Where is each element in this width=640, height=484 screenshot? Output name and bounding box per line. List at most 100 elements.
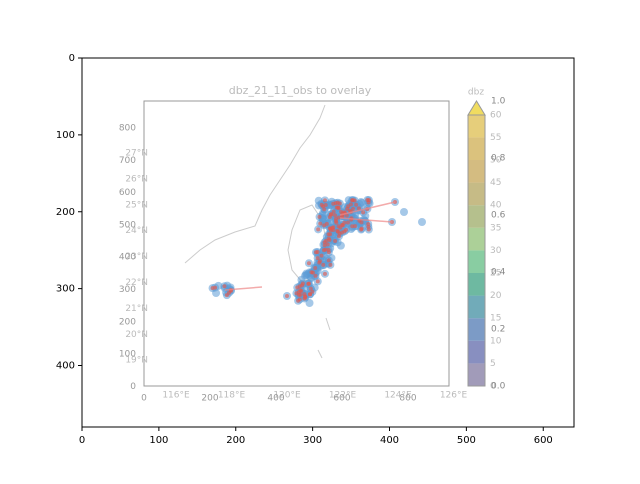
colorbar-tick-label: 20 xyxy=(490,291,502,301)
echo-core xyxy=(298,288,303,293)
longitude-label: 118°E xyxy=(218,391,246,401)
colorbar-segment xyxy=(468,227,485,251)
echo-core xyxy=(344,213,349,218)
echo-cell xyxy=(310,283,319,292)
echo-core xyxy=(321,262,326,267)
echo-core xyxy=(321,248,326,253)
colorbar-segment xyxy=(468,137,485,160)
echo-core xyxy=(315,279,320,284)
echo-core xyxy=(345,220,350,225)
inner-y-tick-label: 700 xyxy=(119,156,136,166)
echo-core xyxy=(285,294,289,298)
echo-core xyxy=(308,292,313,297)
echo-core xyxy=(308,286,313,291)
y-tick-label: 400 xyxy=(56,361,75,372)
echo-core xyxy=(322,240,327,245)
echo-core xyxy=(331,201,336,206)
echo-core xyxy=(315,256,320,261)
inner-x-tick-label: 0 xyxy=(141,394,147,404)
echo-core xyxy=(315,250,320,255)
echo-core xyxy=(366,221,371,226)
echo-core xyxy=(319,253,324,258)
colorbar-tick-label: 10 xyxy=(490,336,502,346)
radar-echo xyxy=(208,196,426,308)
echo-core xyxy=(309,270,314,275)
echo-core xyxy=(326,232,331,237)
colorbar-segment xyxy=(468,273,485,296)
echo-core xyxy=(333,238,338,243)
colorbar-label: dbz xyxy=(468,88,484,98)
echo-core xyxy=(336,206,341,211)
inner-x-tick-label: 600 xyxy=(333,394,350,404)
echo-core xyxy=(327,238,332,243)
x-tick-label: 600 xyxy=(534,435,553,446)
inner-y-tick-label: 800 xyxy=(119,124,136,134)
echo-track xyxy=(224,201,396,291)
echo-core xyxy=(222,284,227,289)
latitude-label: 25°N xyxy=(125,200,148,210)
echo-core xyxy=(322,223,327,228)
x-tick-label: 0 xyxy=(79,435,85,446)
colorbar-segment xyxy=(468,295,485,319)
inner-y-tick-label: 300 xyxy=(119,285,136,295)
colorbar-fraction-label: 0.2 xyxy=(491,325,505,335)
echo-core xyxy=(330,225,335,230)
x-tick-label: 100 xyxy=(149,435,168,446)
inner-x-tick-label: 800 xyxy=(399,394,416,404)
echo-core xyxy=(322,243,327,248)
echo-core xyxy=(213,285,218,290)
inner-y-tick-label: 600 xyxy=(119,188,136,198)
axes-frame xyxy=(81,57,575,428)
latitude-label: 20°N xyxy=(125,330,148,340)
colorbar-fraction-label: 0.4 xyxy=(491,268,506,278)
latitude-label: 27°N xyxy=(125,149,148,159)
inner-y-tick-label: 500 xyxy=(119,220,136,230)
inner-x-tick-label: 400 xyxy=(267,394,284,404)
echo-core xyxy=(297,297,302,302)
echo-core xyxy=(353,224,358,229)
colorbar-segment xyxy=(468,340,485,364)
y-tick-label: 100 xyxy=(56,130,75,141)
inner-y-tick-label: 0 xyxy=(130,382,136,392)
colorbar-segment xyxy=(468,363,485,386)
latitude-label: 19°N xyxy=(125,356,148,366)
colorbar-fraction-label: 0.0 xyxy=(491,382,506,392)
longitude-label: 116°E xyxy=(162,391,190,401)
x-tick-label: 400 xyxy=(380,435,399,446)
echo-core xyxy=(303,295,308,300)
colorbar-tick-label: 40 xyxy=(490,201,502,211)
colorbar-tick-label: 35 xyxy=(490,223,501,233)
x-tick-label: 500 xyxy=(457,435,476,446)
echo-core xyxy=(356,206,361,211)
echo-core xyxy=(331,209,336,214)
y-tick-label: 200 xyxy=(56,207,75,218)
latitude-label: 23°N xyxy=(125,252,148,262)
colorbar-tick-label: 5 xyxy=(490,359,496,369)
latitude-label: 26°N xyxy=(125,174,148,184)
echo-core xyxy=(335,228,340,233)
echo-core xyxy=(333,213,338,218)
echo-core xyxy=(328,212,333,217)
longitude-label: 124°E xyxy=(384,391,412,401)
echo-cell xyxy=(418,218,426,226)
colorbar-segment xyxy=(468,160,485,183)
colorbar-segment xyxy=(468,182,485,206)
echo-cell xyxy=(344,196,353,205)
echo-core xyxy=(306,261,311,266)
colorbar-segment xyxy=(468,114,485,138)
echo-core xyxy=(336,234,341,239)
colorbar-tick-label: 60 xyxy=(490,110,502,120)
latitude-label: 24°N xyxy=(125,226,148,236)
echo-core xyxy=(342,220,347,225)
inner-x-tick-label: 200 xyxy=(201,394,218,404)
echo-core xyxy=(322,271,327,276)
echo-core xyxy=(326,250,331,255)
echo-core xyxy=(317,214,322,219)
echo-core xyxy=(345,206,350,211)
echo-core xyxy=(350,224,355,229)
colorbar-tick-label: 45 xyxy=(490,178,501,188)
echo-core xyxy=(318,221,323,226)
echo-core xyxy=(354,202,359,207)
